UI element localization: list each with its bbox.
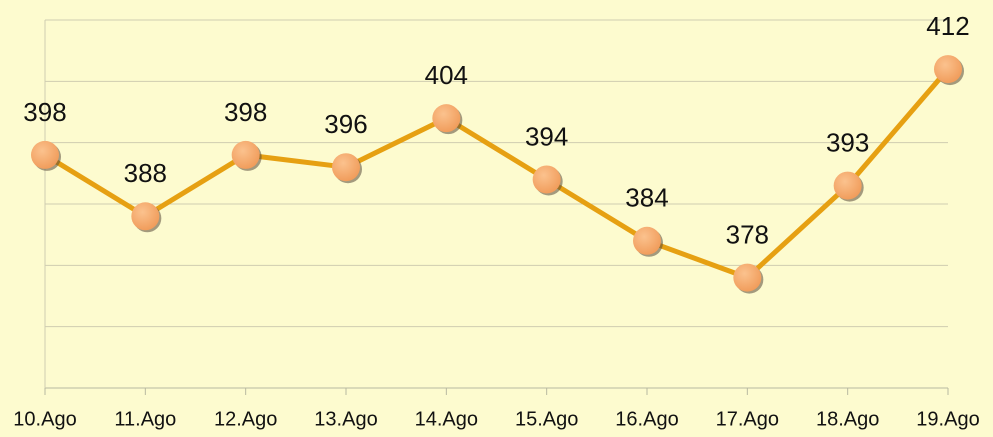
data-label: 378	[726, 219, 769, 249]
marker	[934, 55, 962, 84]
x-tick-label: 13.Ago	[314, 408, 377, 430]
marker	[733, 263, 762, 292]
data-label: 396	[324, 109, 367, 139]
data-label: 398	[23, 97, 66, 127]
data-label: 398	[224, 97, 267, 127]
x-tick-label: 14.Ago	[415, 408, 478, 430]
marker	[833, 171, 862, 200]
x-tick-label: 17.Ago	[716, 408, 779, 430]
marker	[332, 153, 360, 182]
data-label: 412	[926, 11, 969, 41]
data-label: 384	[625, 183, 668, 213]
marker	[231, 140, 260, 169]
marker	[532, 165, 561, 194]
x-tick-label: 11.Ago	[114, 408, 176, 430]
marker	[633, 226, 661, 255]
x-tick-label: 19.Ago	[916, 408, 979, 430]
x-tick-label: 18.Ago	[816, 408, 879, 430]
data-label: 404	[425, 60, 468, 90]
data-label: 394	[525, 121, 568, 151]
marker	[432, 104, 461, 133]
line	[43, 67, 950, 281]
x-tick-label: 10.Ago	[13, 408, 76, 430]
x-tick-label: 16.Ago	[615, 408, 678, 430]
marker	[131, 202, 160, 231]
data-label: 388	[124, 158, 167, 188]
data-label: 393	[826, 127, 869, 157]
x-tick-label: 15.Ago	[515, 408, 578, 430]
x-tick-label: 12.Ago	[214, 408, 277, 430]
marker	[31, 140, 59, 169]
